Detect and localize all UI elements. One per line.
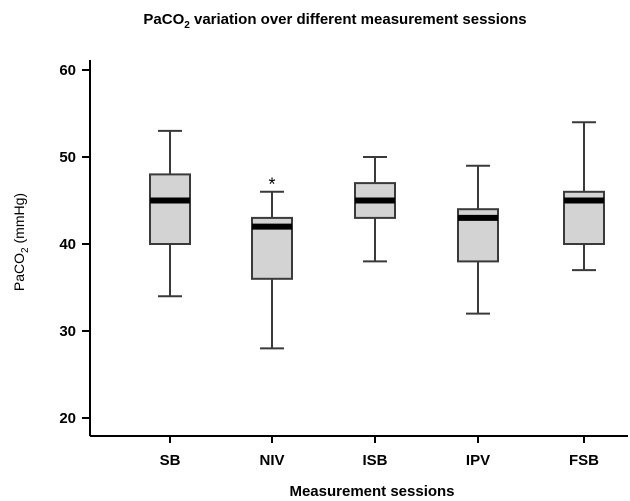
y-tick-label: 20 (59, 410, 76, 427)
iqr-box (149, 173, 191, 245)
box-isb (354, 156, 396, 263)
box-fsb (563, 121, 605, 272)
box-sb (149, 129, 191, 298)
x-axis: SB NIV ISB IPV FSB (90, 435, 628, 469)
y-axis-label: PaCO2 (mmHg) (11, 193, 31, 291)
y-tick-label: 60 (59, 62, 76, 79)
x-tick-label: SB (160, 452, 181, 469)
box-niv: * (251, 174, 293, 350)
y-axis: 20 30 40 50 60 (59, 60, 91, 436)
y-tick-label: 40 (59, 236, 76, 253)
x-axis-label: Measurement sessions (289, 483, 454, 500)
x-tick-label: ISB (362, 452, 387, 469)
box-ipv (457, 164, 499, 315)
y-tick-label: 50 (59, 149, 76, 166)
chart-title: PaCO2 variation over different measureme… (143, 11, 526, 31)
outlier-marker: * (268, 174, 275, 194)
y-tick-label: 30 (59, 323, 76, 340)
x-tick-label: NIV (259, 452, 284, 469)
x-tick-label: FSB (569, 452, 599, 469)
x-tick-label: IPV (466, 452, 490, 469)
box-series: * (149, 121, 605, 350)
